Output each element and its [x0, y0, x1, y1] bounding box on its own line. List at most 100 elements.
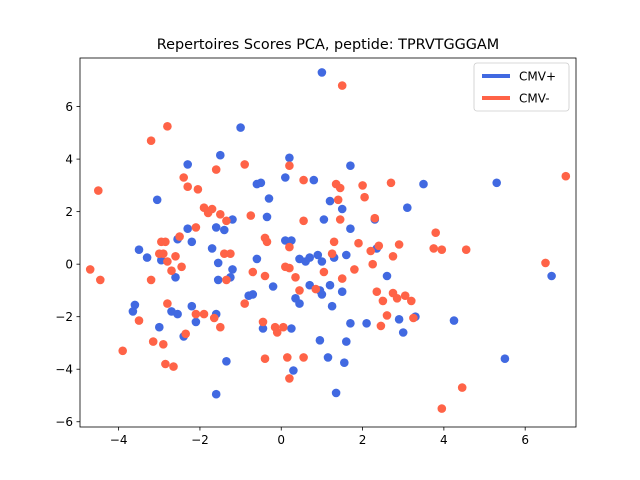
point-cmv-neg-92 — [169, 362, 178, 371]
point-cmv-pos-85 — [331, 388, 341, 398]
point-cmv-neg-43 — [561, 171, 571, 181]
point-cmv-pos-23 — [211, 223, 221, 232]
y-tick-label-4: 2 — [65, 205, 73, 219]
point-cmv-pos-14 — [325, 196, 335, 206]
point-cmv-neg-20 — [216, 210, 225, 219]
point-cmv-pos-30 — [346, 224, 355, 233]
point-cmv-neg-67 — [222, 275, 231, 285]
plot-frame — [79, 57, 577, 428]
x-tick-label-1: −2 — [191, 433, 209, 447]
point-cmv-neg-18 — [333, 195, 343, 205]
point-cmv-pos-72 — [394, 315, 404, 324]
point-cmv-pos-11 — [492, 178, 502, 188]
point-cmv-neg-27 — [222, 216, 231, 226]
point-cmv-neg-86 — [376, 321, 386, 331]
legend: CMV+ CMV- — [473, 62, 570, 112]
point-cmv-neg-72 — [392, 294, 402, 303]
point-cmv-neg-99 — [437, 404, 447, 413]
point-cmv-pos-84 — [211, 389, 221, 399]
point-cmv-neg-66 — [167, 266, 176, 276]
point-cmv-neg-32 — [262, 237, 272, 247]
point-cmv-neg-94 — [260, 354, 270, 364]
point-cmv-pos-37 — [142, 253, 152, 262]
point-cmv-neg-70 — [378, 296, 388, 306]
x-tick-label-5: 6 — [521, 433, 529, 447]
point-cmv-pos-29 — [313, 250, 323, 260]
point-cmv-pos-32 — [342, 250, 351, 260]
point-cmv-pos-53 — [130, 300, 140, 310]
point-cmv-pos-24 — [220, 225, 229, 235]
point-cmv-pos-13 — [264, 194, 274, 203]
point-cmv-pos-39 — [207, 244, 217, 253]
legend-label-0: CMV+ — [519, 69, 556, 83]
point-cmv-neg-56 — [295, 286, 304, 295]
point-cmv-neg-12 — [386, 178, 396, 188]
point-cmv-neg-47 — [171, 251, 180, 261]
point-cmv-pos-5 — [346, 161, 355, 170]
point-cmv-pos-79 — [222, 357, 231, 366]
point-cmv-neg-96 — [299, 353, 308, 362]
point-cmv-neg-49 — [226, 249, 235, 258]
point-cmv-pos-46 — [171, 273, 180, 282]
point-cmv-pos-81 — [323, 353, 333, 362]
x-tick-label-4: 4 — [440, 433, 448, 447]
point-cmv-neg-51 — [248, 267, 258, 277]
point-cmv-neg-76 — [191, 309, 201, 319]
point-cmv-neg-8 — [299, 175, 308, 185]
point-cmv-neg-42 — [541, 258, 550, 268]
y-tick-label-0: −6 — [55, 415, 73, 429]
point-cmv-pos-77 — [315, 336, 325, 345]
point-cmv-neg-84 — [181, 329, 190, 339]
point-cmv-pos-66 — [317, 290, 327, 299]
point-cmv-pos-82 — [340, 358, 349, 368]
point-cmv-neg-52 — [260, 271, 270, 281]
point-cmv-pos-21 — [319, 215, 329, 224]
point-cmv-neg-87 — [382, 311, 392, 320]
point-cmv-neg-11 — [358, 181, 367, 190]
point-cmv-neg-80 — [258, 317, 268, 327]
point-cmv-pos-19 — [262, 212, 272, 222]
point-cmv-pos-33 — [317, 257, 327, 266]
point-cmv-neg-2 — [146, 136, 156, 145]
point-cmv-pos-65 — [337, 287, 347, 297]
point-cmv-neg-89 — [148, 337, 158, 346]
point-cmv-neg-25 — [431, 228, 441, 237]
point-cmv-neg-69 — [372, 287, 382, 297]
point-cmv-neg-58 — [319, 267, 329, 277]
legend-label-1: CMV- — [519, 91, 550, 105]
point-cmv-neg-10 — [335, 183, 345, 193]
point-cmv-neg-38 — [329, 237, 339, 247]
point-cmv-pos-22 — [183, 224, 192, 233]
point-cmv-pos-64 — [327, 301, 337, 311]
point-cmv-pos-83 — [500, 354, 510, 364]
point-cmv-neg-40 — [437, 245, 447, 254]
point-cmv-neg-83 — [134, 316, 144, 325]
point-cmv-pos-7 — [281, 173, 290, 182]
point-cmv-pos-62 — [295, 299, 304, 308]
point-cmv-pos-15 — [337, 204, 347, 214]
point-cmv-pos-41 — [228, 265, 237, 274]
point-cmv-neg-13 — [94, 186, 103, 195]
point-cmv-pos-3 — [285, 153, 294, 163]
point-cmv-neg-3 — [240, 160, 249, 169]
point-cmv-neg-35 — [366, 246, 376, 256]
point-cmv-neg-65 — [146, 275, 156, 285]
point-cmv-neg-17 — [203, 208, 213, 218]
point-cmv-neg-79 — [216, 322, 225, 332]
point-cmv-neg-88 — [409, 313, 418, 323]
point-cmv-pos-60 — [268, 282, 278, 291]
point-cmv-pos-2 — [216, 150, 225, 160]
x-tick-label-3: 2 — [359, 433, 367, 447]
point-cmv-neg-5 — [211, 165, 221, 174]
point-cmv-neg-48 — [177, 262, 186, 272]
point-cmv-pos-26 — [187, 237, 197, 247]
point-cmv-pos-78 — [342, 337, 351, 346]
point-cmv-pos-9 — [256, 178, 266, 188]
point-cmv-pos-70 — [346, 319, 355, 328]
y-tick-label-3: 0 — [65, 257, 73, 271]
point-cmv-pos-57 — [187, 301, 197, 311]
point-cmv-pos-52 — [382, 271, 392, 281]
point-cmv-neg-85 — [272, 328, 282, 337]
point-cmv-neg-39 — [429, 244, 439, 253]
point-cmv-pos-40 — [213, 258, 223, 268]
